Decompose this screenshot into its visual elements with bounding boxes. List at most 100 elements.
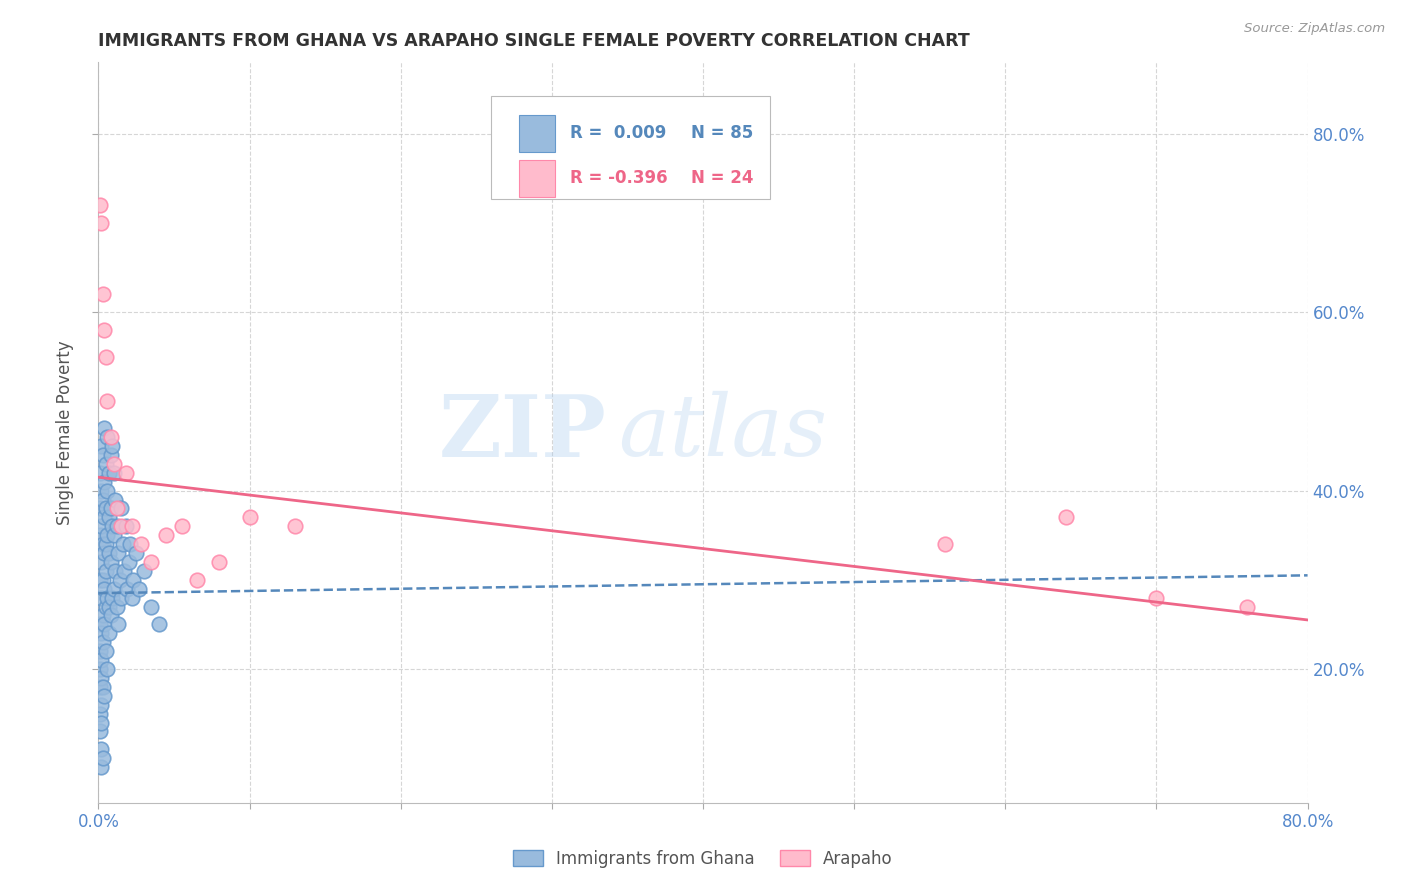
FancyBboxPatch shape (492, 95, 769, 200)
Point (107, 617, 129, 632)
Point (101, 591, 124, 605)
Point (89, 724, 111, 739)
Point (91, 608, 114, 623)
Point (110, 501, 132, 516)
Point (91, 287, 114, 301)
Point (107, 546, 129, 560)
Point (96, 662, 118, 676)
Point (100, 430, 122, 444)
Text: atlas: atlas (619, 392, 828, 474)
Point (101, 439, 124, 453)
Point (239, 510, 262, 524)
Point (91, 573, 114, 587)
Point (1236, 599, 1258, 614)
Point (100, 555, 122, 569)
Point (94, 599, 117, 614)
Point (90, 519, 112, 533)
Point (104, 492, 127, 507)
Point (98, 626, 121, 640)
Point (108, 573, 131, 587)
Point (110, 591, 132, 605)
Point (103, 466, 125, 480)
Legend: Immigrants from Ghana, Arapaho: Immigrants from Ghana, Arapaho (506, 844, 900, 875)
Point (110, 519, 132, 533)
Point (105, 501, 128, 516)
Point (91, 492, 114, 507)
Point (91, 448, 114, 462)
Point (90, 591, 112, 605)
Point (104, 564, 127, 578)
Point (93, 323, 115, 337)
Y-axis label: Single Female Poverty: Single Female Poverty (56, 341, 75, 524)
Point (122, 573, 145, 587)
Point (90, 760, 112, 774)
Point (91, 635, 114, 649)
Point (114, 519, 136, 533)
Point (89, 573, 111, 587)
Point (89, 466, 111, 480)
Point (114, 466, 136, 480)
Point (1144, 591, 1167, 605)
Point (115, 582, 138, 596)
Point (98, 599, 121, 614)
Point (1054, 510, 1077, 524)
Point (141, 599, 163, 614)
Point (129, 537, 152, 551)
Point (94, 537, 117, 551)
Bar (519, 160, 555, 197)
Point (89, 706, 111, 721)
Point (186, 573, 208, 587)
Point (93, 689, 115, 703)
Point (121, 591, 143, 605)
Point (91, 537, 114, 551)
Point (91, 751, 114, 765)
Point (90, 439, 112, 453)
Point (94, 501, 117, 516)
Point (90, 483, 112, 498)
Bar (519, 115, 555, 152)
Text: R =  0.009: R = 0.009 (569, 124, 666, 142)
Text: R = -0.396: R = -0.396 (569, 169, 668, 187)
Point (103, 582, 125, 596)
Point (100, 501, 122, 516)
Point (89, 617, 111, 632)
Text: IMMIGRANTS FROM GHANA VS ARAPAHO SINGLE FEMALE POVERTY CORRELATION CHART: IMMIGRANTS FROM GHANA VS ARAPAHO SINGLE … (98, 32, 970, 50)
Point (112, 564, 135, 578)
Point (105, 599, 128, 614)
Point (89, 662, 111, 676)
Point (93, 510, 115, 524)
Point (93, 617, 115, 632)
Point (105, 519, 128, 533)
Point (93, 475, 115, 489)
Text: Source: ZipAtlas.com: Source: ZipAtlas.com (1244, 22, 1385, 36)
Point (100, 448, 122, 462)
Point (103, 528, 125, 542)
Point (96, 394, 118, 409)
Point (89, 501, 111, 516)
Point (94, 457, 117, 471)
Point (155, 528, 177, 542)
Point (89, 198, 111, 212)
Point (90, 216, 112, 230)
Point (90, 555, 112, 569)
Point (98, 466, 121, 480)
Point (101, 519, 124, 533)
Point (89, 644, 111, 658)
Point (91, 680, 114, 694)
Point (96, 483, 118, 498)
Point (118, 555, 141, 569)
Point (90, 626, 112, 640)
Point (93, 421, 115, 435)
Point (89, 680, 111, 694)
Point (120, 537, 142, 551)
Point (208, 555, 231, 569)
Point (98, 546, 121, 560)
Point (94, 564, 117, 578)
Point (90, 671, 112, 685)
Point (98, 510, 121, 524)
Point (148, 617, 170, 632)
Point (141, 555, 163, 569)
Point (100, 608, 122, 623)
Point (934, 537, 956, 551)
Point (94, 350, 117, 364)
